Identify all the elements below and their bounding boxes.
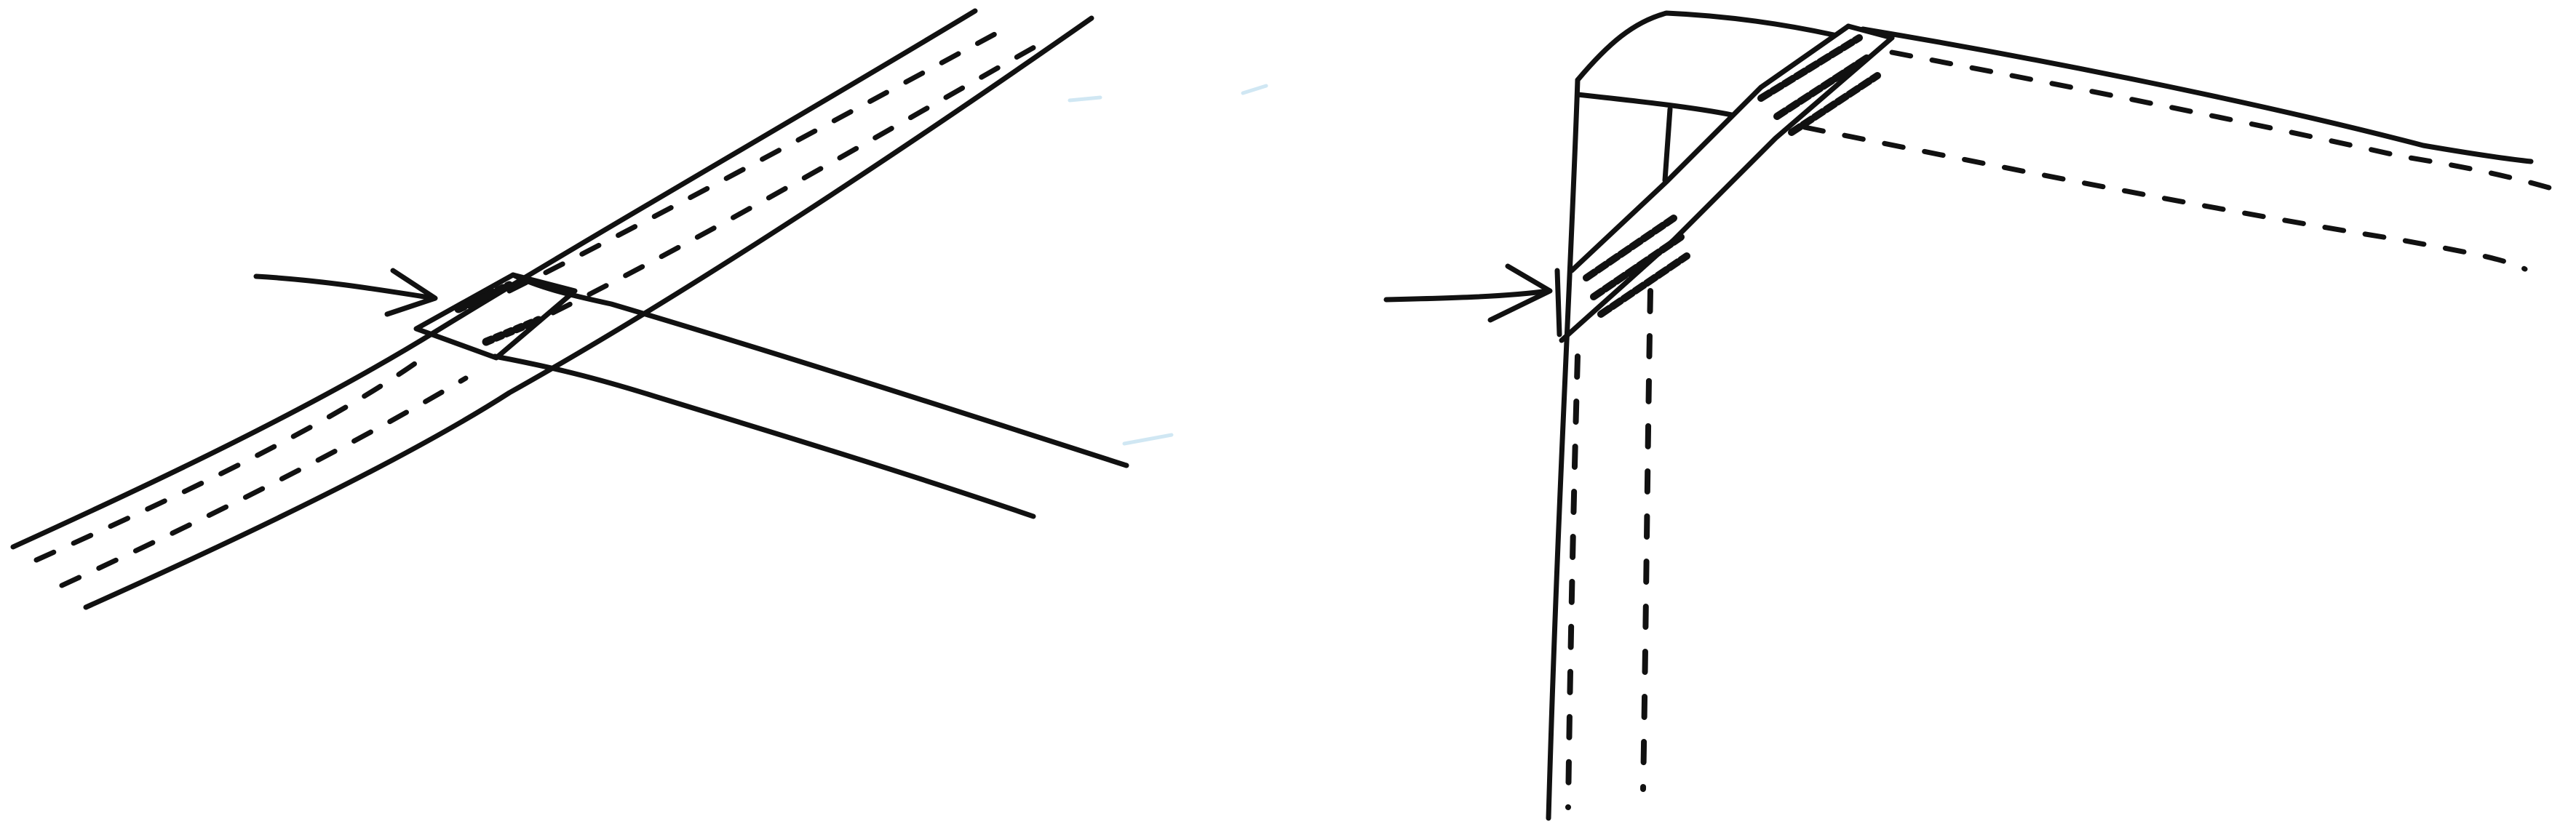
upper-joint-stitching-a — [1757, 34, 1863, 102]
main-strap-upper-edge — [83, 15, 1094, 610]
branch-strap-upper-edge — [510, 272, 1129, 468]
top-rail-upper-edge — [1575, 10, 1837, 83]
post-front-top-edge — [1554, 268, 1562, 337]
joint-stitching-lower — [482, 316, 543, 346]
paper-smudge — [1241, 84, 1268, 95]
right-pointer-arrow-shaft — [1383, 288, 1551, 303]
post-stitch-line-b — [1640, 288, 1653, 792]
main-strap-lower-edge — [10, 8, 978, 550]
right-pointer-arrow-head — [1487, 263, 1553, 323]
lower-joint-stitching-c — [1597, 252, 1690, 318]
side-rail-upper-edge — [1860, 26, 2534, 164]
lower-joint-stitching-a — [1583, 215, 1677, 281]
joint-patch-outline — [413, 272, 578, 361]
top-rail-inner-post — [1662, 106, 1673, 183]
branch-strap-lower-edge — [492, 353, 1036, 519]
main-strap-stitch-line-a — [33, 361, 418, 563]
upper-joint-stitching-b — [1773, 53, 1872, 120]
left-pointer-arrow-shaft — [253, 273, 437, 301]
corner-strap-lower-edge — [1559, 35, 1895, 343]
main-strap-stitch-line-b — [59, 375, 469, 588]
main-strap-stitch-line-d — [550, 41, 1043, 316]
post-left-edge — [1546, 77, 1581, 821]
side-rail-stitch-line-b — [1802, 124, 2528, 272]
paper-smudge — [1068, 95, 1102, 103]
right-sketch-corner-joint — [1383, 10, 2557, 821]
left-sketch-t-junction — [10, 8, 1268, 610]
main-strap-stitch-line-c — [506, 26, 1007, 294]
side-rail-stitch-line-a — [1889, 49, 2557, 192]
post-stitch-line-a — [1565, 353, 1581, 810]
joint-stitching-upper — [454, 281, 514, 313]
upper-joint-stitching-c — [1788, 72, 1881, 136]
lower-joint-stitching-b — [1590, 233, 1685, 300]
left-pointer-arrow-head — [384, 268, 438, 317]
top-rail-lower-edge — [1575, 92, 1735, 118]
corner-strap-upper-edge — [1569, 23, 1851, 273]
paper-smudge — [1122, 433, 1174, 446]
